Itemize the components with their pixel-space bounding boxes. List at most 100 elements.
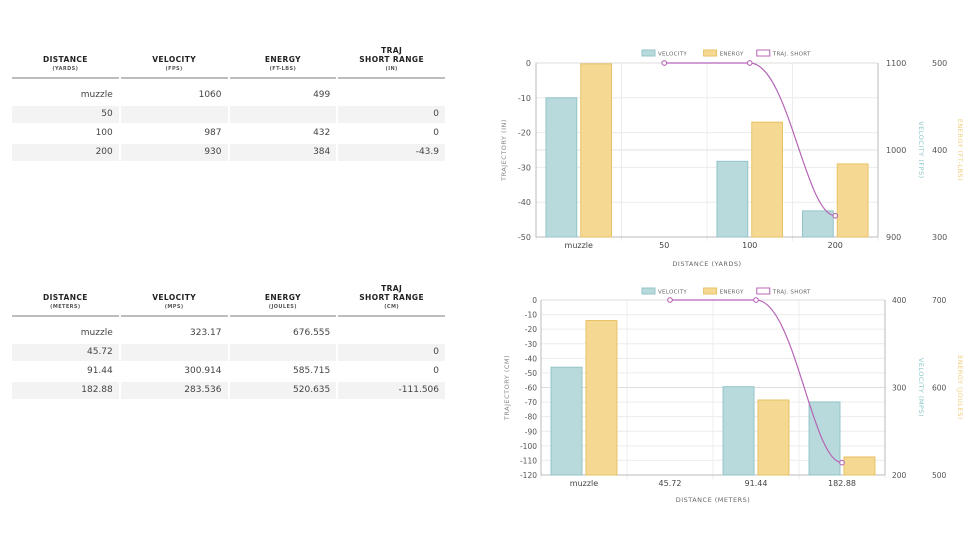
table-cell: 585.715 [293,365,331,376]
legend-swatch [641,49,656,57]
col-header-distance: DISTANCE (METERS) [12,293,119,310]
table-cell: 200 [12,143,119,161]
point-trajectory [667,297,673,303]
point-trajectory [746,60,753,66]
legend-label: VELOCITY [658,52,687,58]
table-row: muzzle 323.17 676.555 [12,325,447,342]
y-tick-label-trajectory: 0 [532,296,537,305]
y-tick-label-energy: 500 [932,471,947,480]
y-tick-label-trajectory: -10 [518,94,531,103]
bar-energy [580,63,613,238]
table-cell: 930 [120,143,228,161]
y-tick-label-trajectory: -30 [518,163,531,172]
y-tick-label-trajectory: -100 [520,442,537,451]
col-header-unit: (YARDS) [52,66,79,72]
y-axis-label-trajectory: TRAJECTORY (IN) [500,119,508,182]
table-cell: 432 [313,127,331,138]
table-cell: 0 [338,343,445,361]
col-header-velocity: VELOCITY (FPS) [121,55,228,72]
y-axis-label-energy: ENERGY (JOULES) [956,355,964,420]
col-header-unit: (FPS) [165,66,183,72]
x-tick-label: muzzle [565,241,593,250]
legend-label: VELOCITY [658,290,687,296]
table-row: 200 930 384 -43.9 [12,143,447,161]
table-row: 45.72 0 [12,343,447,361]
y-tick-label-energy: 600 [932,384,947,393]
col-header-distance: DISTANCE (YARDS) [12,55,119,72]
y-tick-label-trajectory: -90 [525,427,537,436]
point-trajectory [753,297,759,303]
table-row: 182.88 283.536 520.635 -111.506 [12,381,447,399]
table-header: DISTANCE (YARDS) VELOCITY (FPS) ENERGY (… [12,38,447,72]
table-cell: 0 [338,105,445,123]
y-tick-label-velocity: 300 [892,384,907,393]
table-cell: 283.536 [120,381,228,399]
ballistics-chart-imperial: 0 -10 -20 -30 -40 -50 1100 1000 900 500 400 300 TRAJ… [500,49,964,268]
x-tick-label: 50 [659,241,669,250]
legend-label: ENERGY [720,52,744,58]
y-tick-label-velocity: 900 [886,233,901,242]
y-axis-label-trajectory: TRAJECTORY (CM) [503,355,511,421]
table-cell: 300.914 [184,365,222,376]
bar-velocity [722,386,755,476]
y-tick-label-trajectory: -110 [520,456,537,465]
col-header-title: DISTANCE [42,55,88,64]
point-trajectory [839,459,845,466]
y-axis-label-velocity: VELOCITY (MPS) [917,358,925,417]
x-tick-label: 182.88 [828,479,856,488]
col-header-trajectory: TRAJ SHORT RANGE (CM) [338,284,445,310]
table-cell: -43.9 [338,143,445,161]
y-tick-label-trajectory: -120 [520,471,537,480]
table-cell [229,343,337,361]
y-tick-label-trajectory: -10 [525,311,537,320]
col-header-title: VELOCITY [152,293,197,302]
table-header: DISTANCE (METERS) VELOCITY (MPS) ENERGY … [12,276,447,310]
y-tick-label-trajectory: -20 [518,129,531,138]
table-cell: 384 [229,143,337,161]
table-row: 50 0 [12,105,447,123]
table-cell: 100 [95,127,113,138]
y-tick-label-trajectory: -20 [525,325,537,334]
legend-swatch [756,49,771,57]
table-cell: 676.555 [293,327,331,338]
col-header-unit: (IN) [385,66,398,72]
y-tick-label-trajectory: -30 [525,340,537,349]
y-tick-label-trajectory: -40 [525,354,537,363]
line-trajectory [664,62,836,217]
table-cell [120,105,228,123]
y-tick-label-velocity: 200 [892,471,907,480]
legend-label: TRAJ. SHORT [772,290,811,296]
x-tick-label: 100 [742,241,757,250]
ballistics-table-imperial: DISTANCE (YARDS) VELOCITY (FPS) ENERGY (… [12,38,447,161]
y-tick-label-trajectory: -70 [525,398,537,407]
y-tick-label-trajectory: -60 [525,384,537,393]
col-header-title: VELOCITY [152,55,197,64]
header-divider [12,315,447,317]
line-trajectory [670,299,843,464]
y-tick-label-energy: 700 [932,296,947,305]
col-header-title: TRAJ [381,284,403,293]
x-axis-label: DISTANCE (YARDS) [672,260,741,268]
x-tick-label: 91.44 [745,479,768,488]
table-cell: muzzle [80,89,113,100]
table-cell: 0 [433,365,439,376]
bar-energy [836,163,869,238]
y-tick-label-trajectory: -50 [525,369,537,378]
legend-swatch [756,287,771,295]
point-trajectory [832,212,839,219]
table-row: muzzle 1060 499 [12,87,447,104]
bar-velocity [545,97,578,238]
col-header-unit: (METERS) [50,304,81,310]
x-tick-label: muzzle [570,479,598,488]
table-cell: 520.635 [229,381,337,399]
y-tick-label-energy: 400 [932,146,947,155]
x-axis-label: DISTANCE (METERS) [676,496,751,504]
y-tick-label-velocity: 1000 [886,146,906,155]
legend-label: ENERGY [720,290,744,296]
col-header-title: ENERGY [264,55,301,64]
bar-velocity [808,401,841,476]
col-header-trajectory: TRAJ SHORT RANGE (IN) [338,46,445,72]
col-header-unit: (JOULES) [268,304,297,310]
table-cell: 987 [204,127,222,138]
table-row: 100 987 432 0 [12,125,447,142]
